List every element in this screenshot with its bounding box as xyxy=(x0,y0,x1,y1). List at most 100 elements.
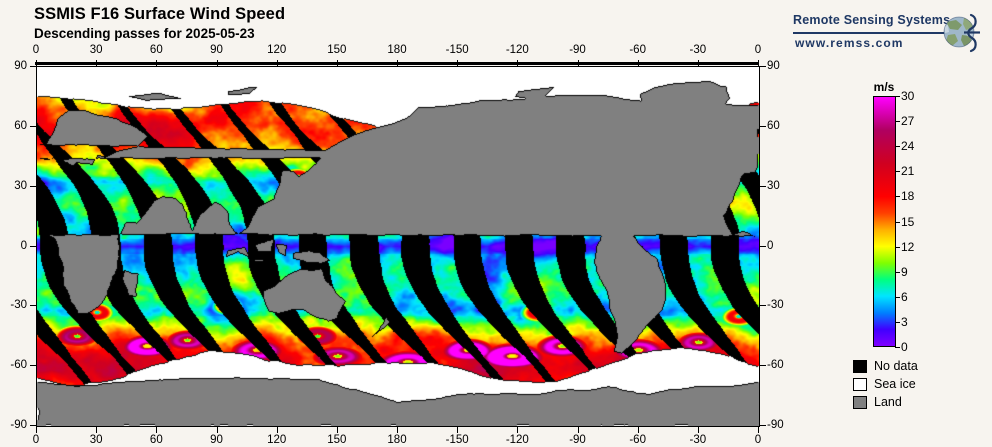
colorbar-tick-label: 30 xyxy=(901,89,915,103)
x-axis-label-bottom: 180 xyxy=(387,434,407,446)
x-axis-label-top: 90 xyxy=(210,44,223,56)
x-axis-label-top: -90 xyxy=(569,44,586,56)
colorbar-tick xyxy=(895,96,900,97)
colorbar-tick xyxy=(895,171,900,173)
colorbar-tick-label: 3 xyxy=(901,314,908,329)
colorbar-tick xyxy=(895,321,900,323)
rss-logo: Remote Sensing Systems www.remss.com xyxy=(793,10,983,56)
legend-item: No data xyxy=(853,357,918,375)
y-tick-right xyxy=(760,245,766,247)
legend-label: Sea ice xyxy=(874,377,916,391)
x-tick-top xyxy=(697,60,699,66)
x-axis-label-bottom: -150 xyxy=(445,434,469,446)
y-tick-left xyxy=(30,185,36,187)
x-tick-top xyxy=(758,60,759,66)
legend-item: Sea ice xyxy=(853,375,918,393)
legend-label: Land xyxy=(874,395,902,409)
colorbar-tick xyxy=(895,221,900,223)
y-axis-label-right: 90 xyxy=(767,60,780,72)
x-axis-label-bottom: 150 xyxy=(327,434,347,446)
x-axis-label-bottom: 0 xyxy=(32,434,40,446)
legend-swatch xyxy=(853,377,867,391)
colorbar-tick xyxy=(895,296,900,298)
colorbar-tick xyxy=(895,271,900,273)
y-tick-right xyxy=(760,305,766,307)
x-axis-label-bottom: 60 xyxy=(149,434,163,446)
y-axis-label-left: 0 xyxy=(20,239,27,252)
x-tick-bottom xyxy=(637,427,639,433)
colorbar-tick-label: 12 xyxy=(901,239,915,254)
colorbar-tick-label: 6 xyxy=(901,289,908,304)
x-axis-label-top: 30 xyxy=(89,44,103,56)
y-tick-right xyxy=(760,185,766,187)
page-title: SSMIS F16 Surface Wind Speed xyxy=(34,5,286,23)
x-tick-top xyxy=(96,60,98,66)
y-tick-left xyxy=(30,245,36,247)
colorbar-tick xyxy=(895,146,900,148)
x-tick-top xyxy=(216,60,218,66)
y-axis-label-left: 30 xyxy=(14,179,27,192)
y-axis-label-left: -30 xyxy=(10,299,27,312)
y-tick-left xyxy=(30,66,36,67)
x-axis-label-bottom: 90 xyxy=(210,434,223,446)
x-tick-bottom xyxy=(156,427,158,433)
colorbar-tick-label: 18 xyxy=(901,189,915,204)
x-axis-label-top: -150 xyxy=(445,44,469,56)
colorbar xyxy=(873,96,896,347)
y-tick-left xyxy=(30,125,36,127)
x-tick-top xyxy=(577,60,579,66)
x-tick-bottom xyxy=(216,427,218,433)
wind-speed-canvas xyxy=(37,67,759,426)
legend-swatch xyxy=(853,359,867,373)
rss-divider xyxy=(793,32,945,34)
x-axis-label-top: 0 xyxy=(32,44,40,56)
x-tick-bottom xyxy=(758,427,759,433)
x-tick-top xyxy=(336,60,338,66)
x-tick-bottom xyxy=(336,427,338,433)
x-axis-label-top: -60 xyxy=(629,44,646,56)
y-tick-right xyxy=(760,365,766,367)
y-axis-label-right: -30 xyxy=(767,299,784,312)
x-tick-bottom xyxy=(457,427,459,433)
title-block: SSMIS F16 Surface Wind Speed Descending … xyxy=(34,4,285,43)
y-axis-label-right: 30 xyxy=(767,179,780,192)
colorbar-tick xyxy=(895,121,900,123)
y-axis-label-right: 60 xyxy=(767,119,780,132)
x-axis-label-bottom: -60 xyxy=(629,434,646,446)
x-tick-top xyxy=(156,60,158,66)
y-axis-label-left: 90 xyxy=(14,60,27,72)
colorbar-tick-label: 9 xyxy=(901,264,908,279)
x-axis-label-bottom: 0 xyxy=(754,434,762,446)
x-tick-top xyxy=(637,60,639,66)
colorbar-tick xyxy=(895,246,900,248)
x-tick-bottom xyxy=(517,427,519,433)
x-axis-label-top: 120 xyxy=(267,44,287,56)
x-axis-label-top: 60 xyxy=(149,44,163,56)
x-tick-bottom xyxy=(577,427,579,433)
wind-speed-map xyxy=(36,66,760,427)
legend-label: No data xyxy=(874,359,918,373)
x-axis-label-top: -120 xyxy=(505,44,529,56)
x-axis-label-bottom: -30 xyxy=(689,434,707,446)
y-tick-left xyxy=(30,305,36,307)
x-tick-bottom xyxy=(96,427,98,433)
x-tick-top xyxy=(36,60,37,66)
y-axis-label-right: 0 xyxy=(767,239,774,252)
colorbar-tick-label: 0 xyxy=(901,340,908,354)
x-axis-label-bottom: 30 xyxy=(89,434,103,446)
y-axis-label-right: -90 xyxy=(767,419,784,431)
globe-icon xyxy=(943,13,980,53)
legend-item: Land xyxy=(853,393,918,411)
x-axis-label-bottom: 120 xyxy=(267,434,287,446)
y-axis-label-right: -60 xyxy=(767,359,784,372)
x-tick-bottom xyxy=(697,427,699,433)
y-tick-right xyxy=(760,425,766,426)
x-axis-label-top: 150 xyxy=(327,44,347,56)
x-tick-top xyxy=(517,60,519,66)
x-tick-bottom xyxy=(276,427,278,433)
x-tick-top xyxy=(457,60,459,66)
y-tick-left xyxy=(30,425,36,426)
colorbar-units-label: m/s xyxy=(873,80,895,94)
x-axis-label-bottom: -90 xyxy=(569,434,586,446)
map-legend: No data Sea ice Land xyxy=(853,357,918,411)
